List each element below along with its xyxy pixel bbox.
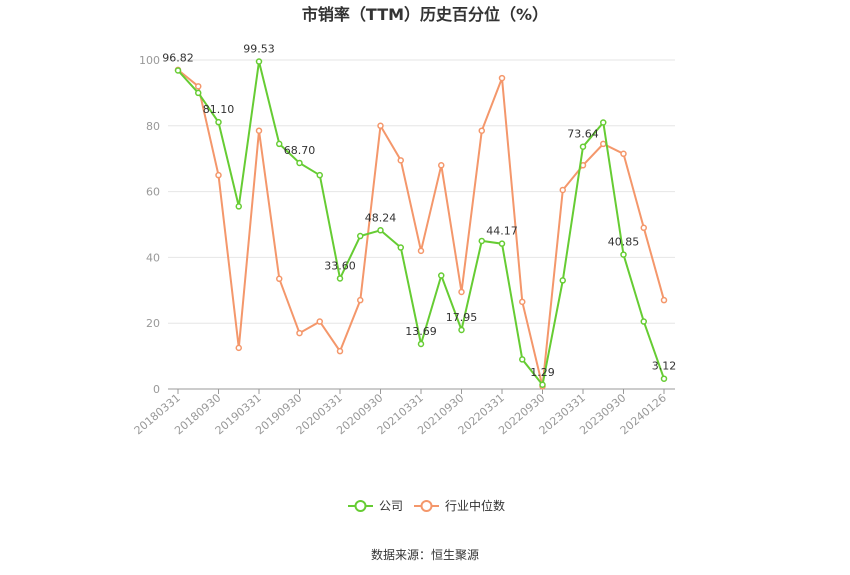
data-label: 40.85 xyxy=(608,236,640,249)
legend[interactable]: 公司 行业中位数 xyxy=(348,498,505,513)
data-point xyxy=(235,203,242,210)
data-label: 96.82 xyxy=(162,51,194,64)
data-label: 81.10 xyxy=(203,103,235,116)
data-point xyxy=(640,224,647,232)
data-point xyxy=(478,237,485,245)
legend-marker xyxy=(354,500,367,512)
data-point xyxy=(458,288,465,296)
data-point xyxy=(336,275,344,282)
data-point xyxy=(600,119,607,126)
data-point xyxy=(498,240,506,247)
data-label: 17.95 xyxy=(446,311,478,324)
data-point xyxy=(620,251,627,258)
data-label: 33.60 xyxy=(324,259,356,272)
data-point xyxy=(498,74,506,82)
data-point xyxy=(438,162,445,169)
data-point xyxy=(579,143,587,150)
data-point xyxy=(417,340,425,348)
data-label: 68.70 xyxy=(284,144,316,157)
data-point xyxy=(195,89,202,97)
data-label: 99.53 xyxy=(243,43,275,56)
x-axis: 2018033120180930201903312019093020200331… xyxy=(132,388,675,437)
data-point xyxy=(255,127,263,134)
legend-label: 公司 xyxy=(379,499,403,513)
legend-label: 行业中位数 xyxy=(445,498,505,513)
data-point xyxy=(559,186,566,194)
data-point xyxy=(519,298,526,306)
data-point xyxy=(357,232,364,240)
data-point xyxy=(235,344,242,352)
data-label: 44.17 xyxy=(486,225,518,238)
data-point xyxy=(296,159,303,167)
data-label: 3.12 xyxy=(652,360,677,373)
data-point xyxy=(458,326,465,334)
y-tick-label: 80 xyxy=(146,120,160,133)
data-point xyxy=(660,296,668,304)
data-point xyxy=(195,83,202,90)
data-label: 48.24 xyxy=(365,211,397,224)
y-tick-label: 100 xyxy=(139,54,160,67)
data-point xyxy=(539,381,546,389)
data-point xyxy=(600,140,607,148)
data-point xyxy=(640,318,647,325)
data-point xyxy=(397,244,404,251)
legend-item-0[interactable]: 公司 xyxy=(348,499,403,513)
y-axis: 0 20 40 60 80 100 xyxy=(139,54,160,396)
data-point xyxy=(519,356,526,363)
data-point xyxy=(296,329,303,337)
data-labels: 96.82 81.10 99.53 68.70 33.60 48.24 13.69 17.95… xyxy=(162,43,676,379)
data-point xyxy=(478,127,485,134)
data-point xyxy=(316,318,323,325)
data-point xyxy=(377,227,384,234)
source-note: 数据来源：恒生聚源 xyxy=(371,547,479,562)
y-tick-label: 60 xyxy=(146,186,160,199)
data-point xyxy=(215,171,222,179)
legend-item-1[interactable]: 行业中位数 xyxy=(414,498,505,513)
data-point xyxy=(660,375,668,382)
data-point xyxy=(316,171,323,179)
data-point xyxy=(215,118,222,126)
y-tick-label: 40 xyxy=(146,251,160,264)
data-point xyxy=(417,247,425,255)
y-tick-label: 0 xyxy=(153,383,160,396)
data-label: 73.64 xyxy=(567,128,599,141)
data-label: 13.69 xyxy=(405,325,437,338)
data-point xyxy=(174,67,182,74)
data-point xyxy=(255,58,263,65)
data-point xyxy=(276,275,283,283)
data-point xyxy=(357,296,364,304)
data-point xyxy=(397,157,404,164)
data-point xyxy=(438,272,445,279)
legend-marker xyxy=(420,500,433,512)
data-point xyxy=(559,277,566,284)
data-point xyxy=(620,150,627,158)
data-label: 1.29 xyxy=(530,366,555,379)
data-point xyxy=(276,140,283,148)
chart-title: 市销率（TTM）历史百分位（%） xyxy=(302,5,548,24)
series-group xyxy=(174,58,668,390)
data-point xyxy=(377,122,384,130)
y-tick-label: 20 xyxy=(146,317,160,330)
data-point xyxy=(336,347,344,355)
